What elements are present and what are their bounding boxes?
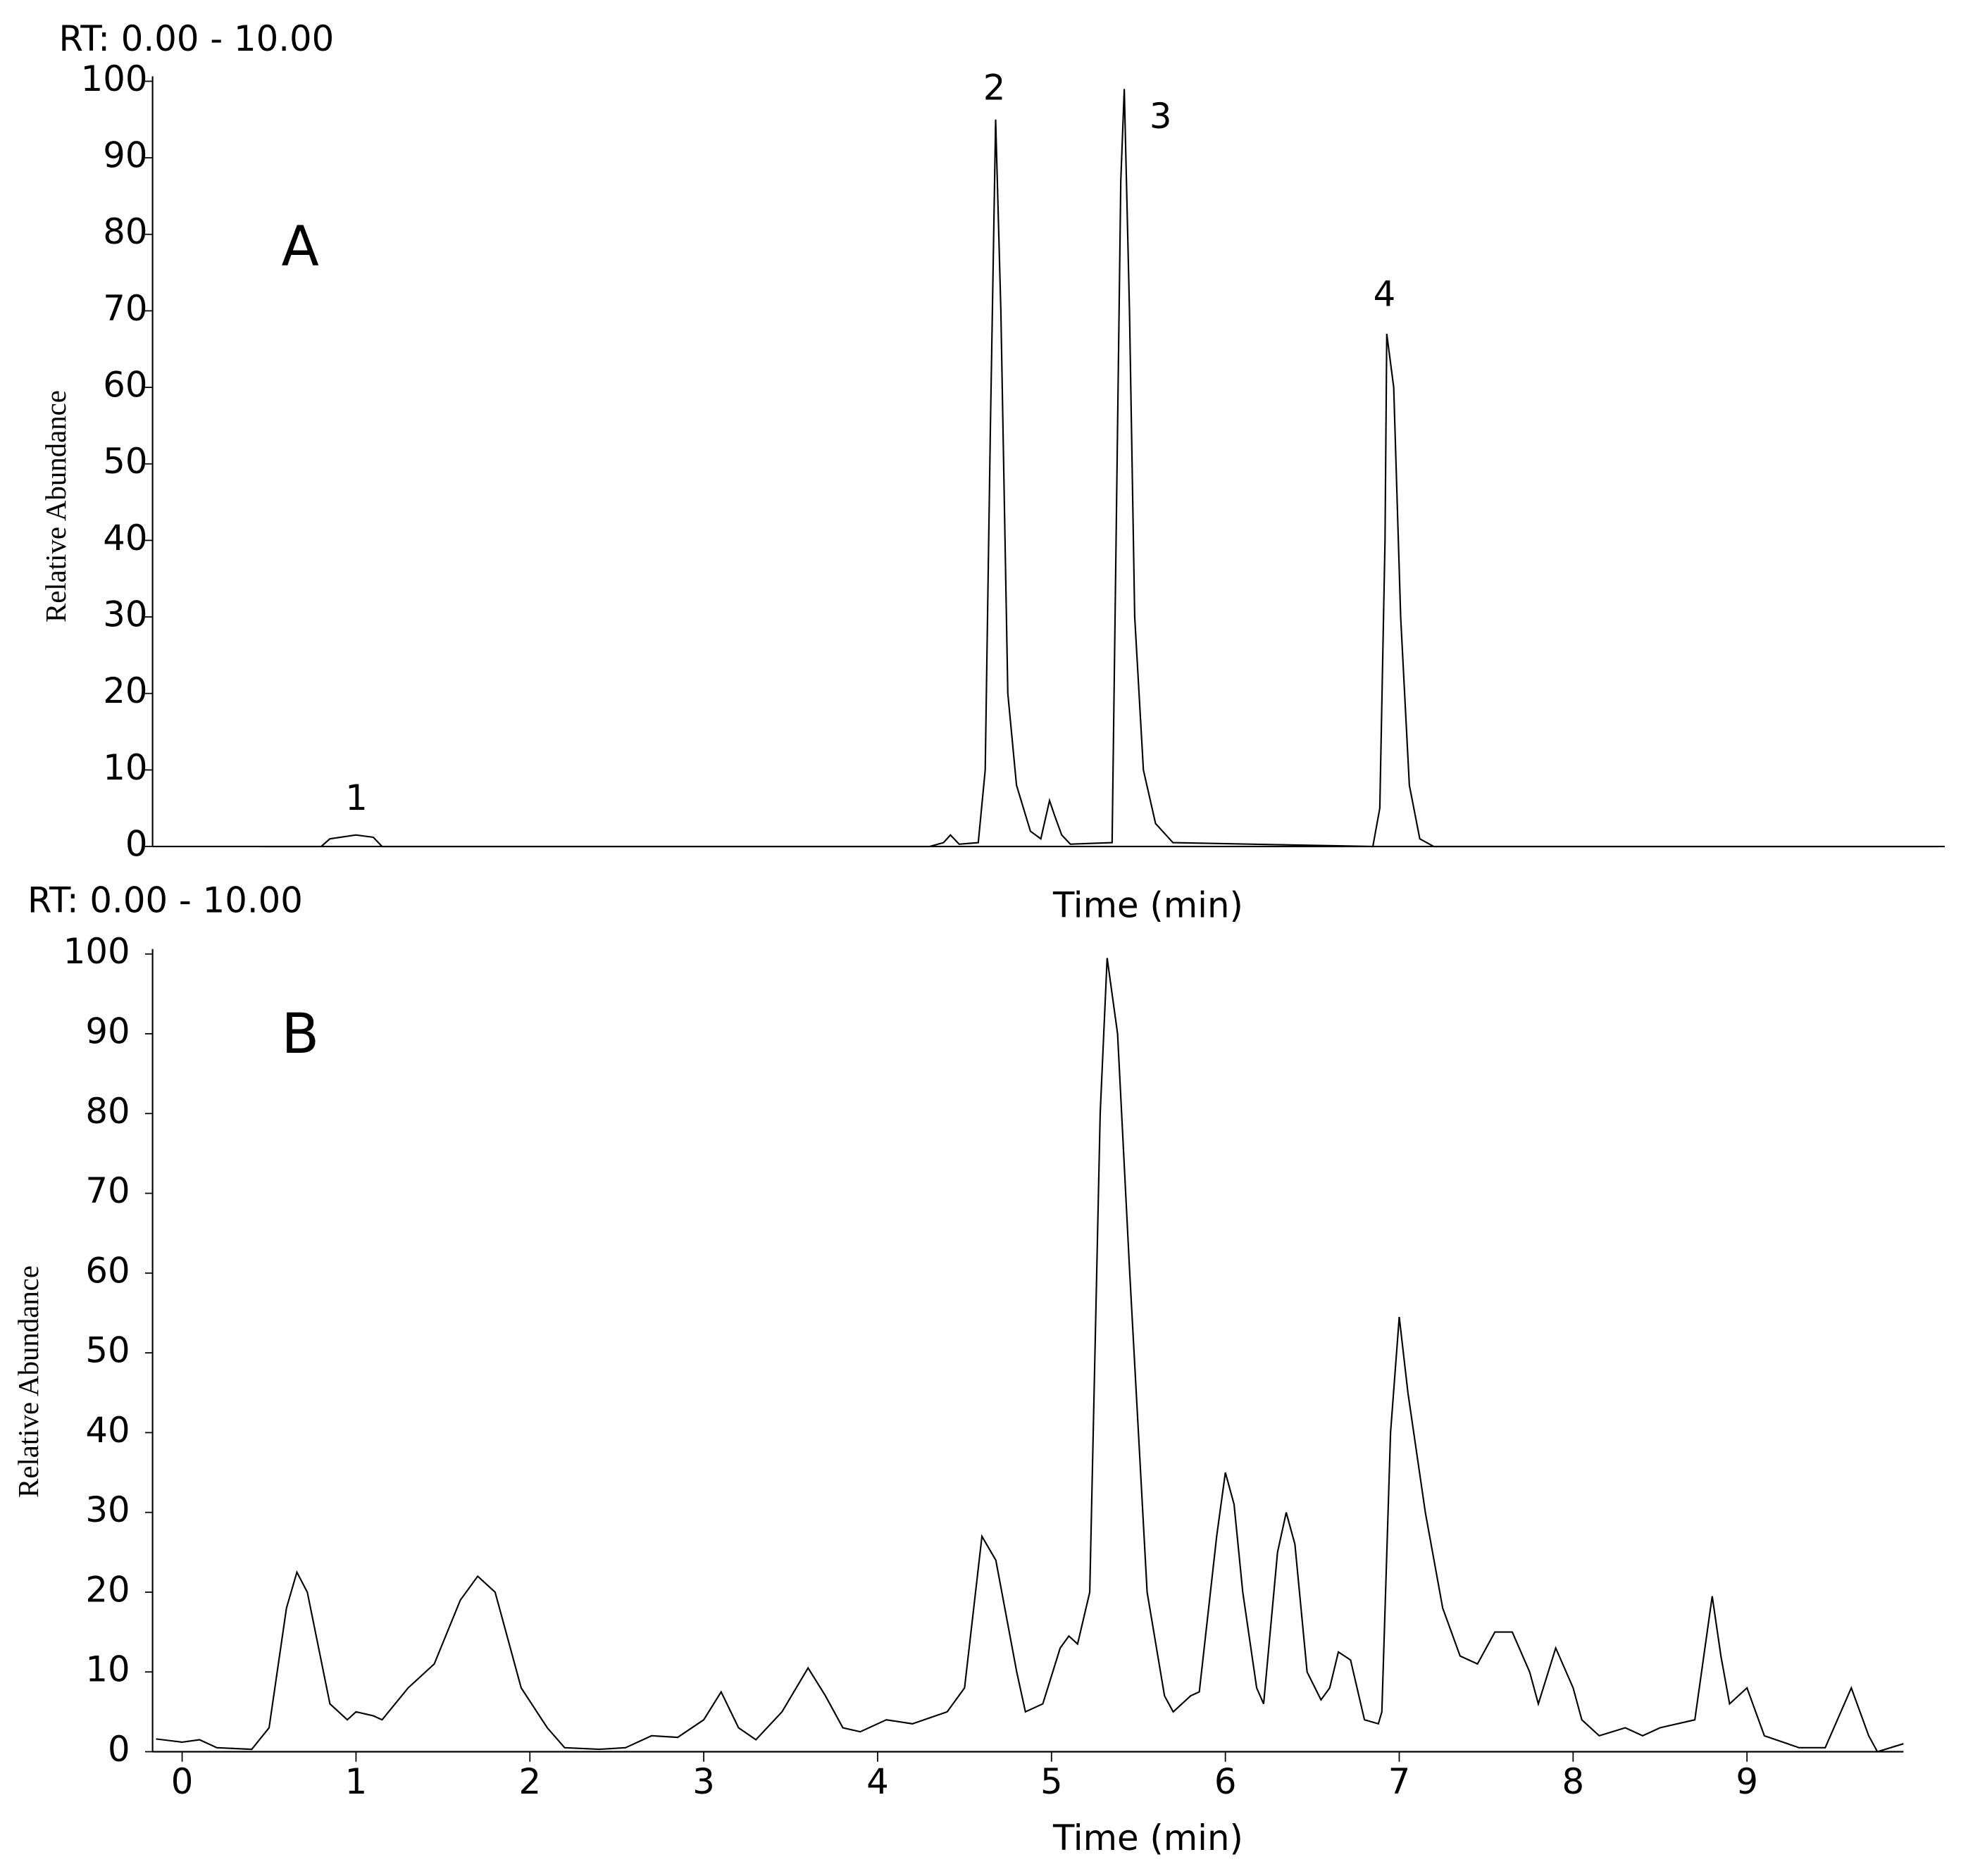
x-tick-label: 6 — [1214, 1761, 1237, 1802]
y-tick-label: 40 — [103, 518, 147, 558]
x-tick-label: 5 — [1040, 1761, 1063, 1802]
x-tick-label: 9 — [1736, 1761, 1758, 1802]
y-tick-label: 50 — [103, 441, 147, 482]
panel-label: B — [281, 1002, 319, 1066]
y-tick-label: 20 — [85, 1569, 130, 1610]
y-tick-label: 0 — [125, 824, 148, 865]
chart-title: RT: 0.00 - 10.00 — [58, 18, 334, 59]
y-tick-label: 80 — [85, 1091, 130, 1132]
y-tick-label: 70 — [103, 288, 147, 329]
x-tick-label: 8 — [1562, 1761, 1585, 1802]
y-tick-label: 50 — [85, 1330, 130, 1371]
x-tick-label: 3 — [692, 1761, 715, 1802]
y-tick-label: 100 — [81, 58, 148, 99]
y-tick-label: 90 — [103, 135, 147, 176]
y-tick-label: 60 — [103, 365, 147, 406]
x-tick-label: 4 — [866, 1761, 889, 1802]
peak-label: 4 — [1374, 273, 1396, 314]
y-axis-label: Relative Abundance — [40, 390, 72, 623]
peak-label: 3 — [1150, 96, 1172, 137]
y-tick-label: 30 — [103, 594, 147, 635]
x-tick-label: 1 — [345, 1761, 368, 1802]
y-tick-label: 70 — [85, 1170, 130, 1211]
line — [260, 89, 1938, 848]
y-tick-label: 30 — [85, 1489, 130, 1530]
x-tick-label: 0 — [171, 1761, 194, 1802]
line — [156, 958, 1904, 1753]
chart-title: RT: 0.00 - 10.00 — [27, 880, 303, 920]
y-axis-label: Relative Abundance — [13, 1265, 44, 1498]
y-tick-label: 20 — [103, 670, 147, 711]
y-tick-label: 10 — [103, 747, 147, 788]
y-tick-label: 60 — [85, 1250, 130, 1291]
peak-label: 2 — [983, 67, 1006, 108]
x-tick-label: 7 — [1388, 1761, 1411, 1802]
x-axis-label: Time (min) — [1052, 1818, 1243, 1858]
y-tick-label: 10 — [85, 1649, 130, 1690]
y-tick-label: 100 — [63, 931, 130, 972]
peak-label: 1 — [345, 777, 368, 818]
y-tick-label: 90 — [85, 1011, 130, 1052]
y-tick-label: 0 — [108, 1729, 130, 1770]
x-tick-label: 2 — [518, 1761, 541, 1802]
y-tick-label: 80 — [103, 211, 147, 252]
x-axis-label: Time (min) — [1052, 885, 1243, 926]
panel-label: A — [281, 215, 318, 279]
y-tick-label: 40 — [85, 1410, 130, 1451]
